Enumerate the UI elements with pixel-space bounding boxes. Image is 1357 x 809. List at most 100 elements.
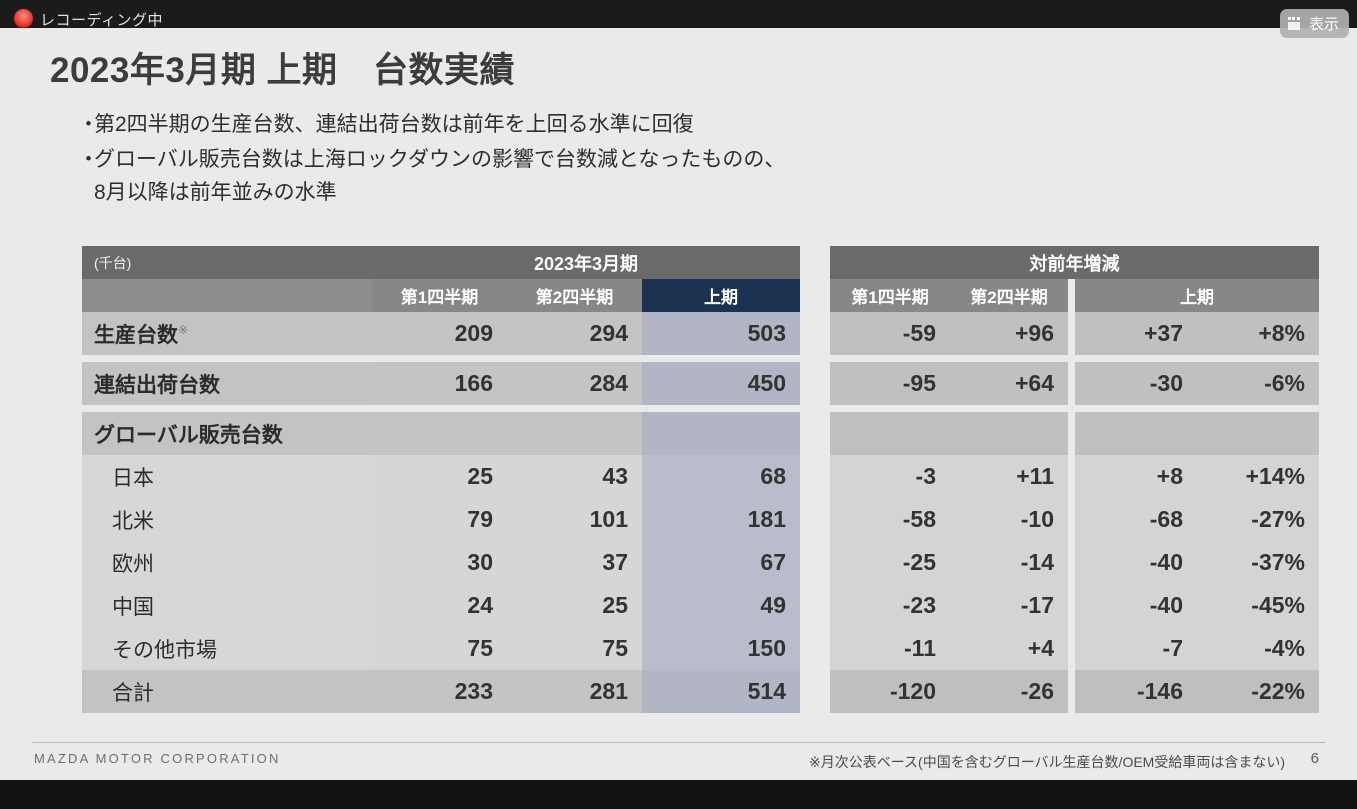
cell-value: -95 (830, 362, 950, 405)
cell-value: 25 (372, 455, 507, 498)
cell-value (372, 412, 507, 455)
cell-value (642, 412, 800, 455)
cell-value: 281 (507, 670, 642, 713)
cell-value: -59 (830, 312, 950, 355)
table-row: -3 +11 +8 +14% (830, 455, 1319, 498)
row-label: グローバル販売台数 (82, 412, 372, 455)
view-button[interactable]: 表示 (1279, 9, 1349, 38)
cell-value: +64 (950, 362, 1068, 405)
cell-value: 30 (372, 541, 507, 584)
bullet-marker: ・ (78, 148, 99, 171)
page-title: 2023年3月期 上期 台数実績 (50, 51, 516, 90)
table-row: 欧州 30 37 67 (82, 541, 800, 584)
cell-value: 181 (642, 498, 800, 541)
row-label-note: ※ (178, 322, 189, 337)
cell-value: 79 (372, 498, 507, 541)
cell-value: -25 (830, 541, 950, 584)
header-spacer (82, 279, 372, 312)
table-row (830, 412, 1319, 455)
list-item: ・ グローバル販売台数は上海ロックダウンの影響で台数減となったものの、 8月以降… (78, 143, 978, 209)
recording-label: レコーディング中 (40, 12, 163, 29)
cell-value: 37 (507, 541, 642, 584)
cell-value: 68 (642, 455, 800, 498)
cell-value: 503 (642, 312, 800, 355)
cell-value: -17 (950, 584, 1068, 627)
cell-value: 67 (642, 541, 800, 584)
cell-value: -30 (1075, 362, 1197, 405)
row-label: 生産台数※ (82, 312, 372, 355)
cell-value: -120 (830, 670, 950, 713)
volume-results-table: (千台) 2023年3月期 第1四半期 第2四半期 上期 生産台数※ 209 2… (82, 246, 800, 713)
cell-value: -6% (1197, 362, 1319, 405)
table-header-row-2: 第1四半期 第2四半期 上期 (82, 279, 800, 312)
table-header-row-1: (千台) 2023年3月期 (82, 246, 800, 279)
column-header-q2: 第2四半期 (507, 279, 642, 312)
period-header: 2023年3月期 (372, 246, 800, 279)
cell-value: +4 (950, 627, 1068, 670)
cell-value: -58 (830, 498, 950, 541)
cell-value: +37 (1075, 312, 1197, 355)
cell-value: 49 (642, 584, 800, 627)
cell-value: -7 (1075, 627, 1197, 670)
yoy-change-table: 対前年増減 第1四半期 第2四半期 上期 -59 +96 +37 +8% (830, 246, 1319, 713)
row-label: 北米 (82, 498, 372, 541)
cell-value: -3 (830, 455, 950, 498)
row-label-text: 生産台数 (94, 323, 178, 347)
cell-value: -45% (1197, 584, 1319, 627)
cell-value: -40 (1075, 584, 1197, 627)
table-row: 生産台数※ 209 294 503 (82, 312, 800, 355)
cell-value: 43 (507, 455, 642, 498)
cell-value: 25 (507, 584, 642, 627)
cell-value: -40 (1075, 541, 1197, 584)
cell-value: -14 (950, 541, 1068, 584)
cell-value: +8 (1075, 455, 1197, 498)
cell-value: -27% (1197, 498, 1319, 541)
column-header-q1: 第1四半期 (372, 279, 507, 312)
view-button-label: 表示 (1308, 16, 1339, 33)
grid-layout-icon (1287, 17, 1303, 30)
cell-value: +14% (1197, 455, 1319, 498)
table-right: 対前年増減 第1四半期 第2四半期 上期 -59 +96 +37 +8% (830, 246, 1319, 713)
column-header-q1: 第1四半期 (830, 279, 950, 312)
bullet-text: グローバル販売台数は上海ロックダウンの影響で台数減となったものの、 8月以降は前… (94, 148, 786, 204)
table-row: 合計 233 281 514 (82, 670, 800, 713)
cell-value: -4% (1197, 627, 1319, 670)
cell-value: 450 (642, 362, 800, 405)
cell-value: -22% (1197, 670, 1319, 713)
cell-value: 150 (642, 627, 800, 670)
cell-value: 24 (372, 584, 507, 627)
table-row: -58 -10 -68 -27% (830, 498, 1319, 541)
cell-value: 209 (372, 312, 507, 355)
page-number: 6 (1310, 750, 1319, 767)
bullet-marker: ・ (78, 113, 99, 136)
yoy-header: 対前年増減 (830, 246, 1319, 279)
recording-dot-icon (14, 9, 33, 28)
column-divider (1068, 279, 1075, 312)
table-row: -120 -26 -146 -22% (830, 670, 1319, 713)
bullet-text: 第2四半期の生産台数、連結出荷台数は前年を上回る水準に回復 (94, 113, 694, 136)
table-row: 北米 79 101 181 (82, 498, 800, 541)
cell-value: +8% (1197, 312, 1319, 355)
cell-value: 101 (507, 498, 642, 541)
cell-value (950, 412, 1068, 455)
cell-value: -37% (1197, 541, 1319, 584)
cell-value: -146 (1075, 670, 1197, 713)
table-header-row-1: 対前年増減 (830, 246, 1319, 279)
footer-divider (32, 742, 1325, 743)
bullet-list: ・ 第2四半期の生産台数、連結出荷台数は前年を上回る水準に回復 ・ グローバル販… (78, 108, 978, 211)
cell-value: 166 (372, 362, 507, 405)
cell-value (1075, 412, 1197, 455)
cell-value: 233 (372, 670, 507, 713)
cell-value: 514 (642, 670, 800, 713)
row-label: 中国 (82, 584, 372, 627)
cell-value: +11 (950, 455, 1068, 498)
column-header-q2: 第2四半期 (950, 279, 1068, 312)
bottom-bar (0, 780, 1357, 809)
table-row: その他市場 75 75 150 (82, 627, 800, 670)
unit-label: (千台) (82, 246, 372, 279)
row-label: 欧州 (82, 541, 372, 584)
table-row: -23 -17 -40 -45% (830, 584, 1319, 627)
list-item: ・ 第2四半期の生産台数、連結出荷台数は前年を上回る水準に回復 (78, 108, 978, 141)
table-row: -59 +96 +37 +8% (830, 312, 1319, 355)
